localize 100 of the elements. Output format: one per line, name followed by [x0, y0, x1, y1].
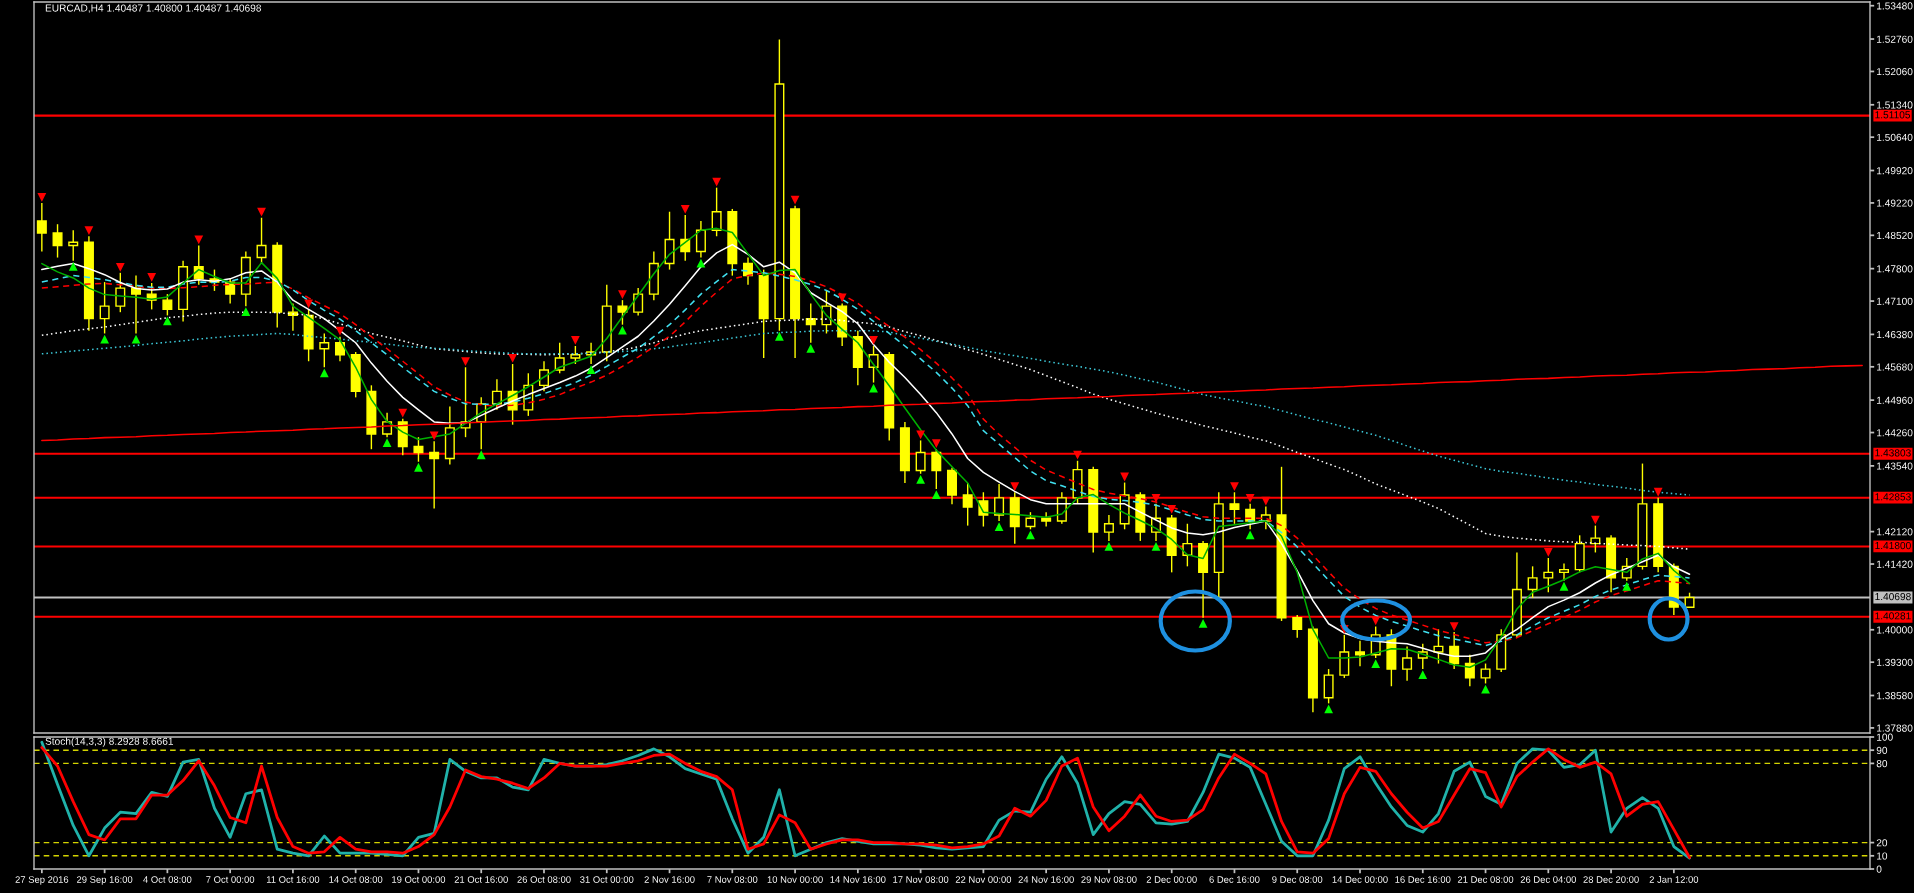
candlestick: [1323, 668, 1334, 705]
x-tick-label: 2 Nov 16:00: [644, 876, 695, 883]
point: [1449, 622, 1459, 631]
x-tick-label: 17 Nov 08:00: [893, 876, 949, 883]
chart-title: EURCAD,H4 1.40487 1.40800 1.40487 1.40698: [45, 4, 262, 13]
candlestick: [491, 378, 502, 411]
candlestick: [130, 274, 142, 335]
point: [115, 262, 125, 272]
candlestick: [1433, 628, 1444, 665]
point: [869, 336, 878, 345]
ref-line-label: 1.40281: [1875, 612, 1911, 620]
y-tick-label: 1.41420: [1877, 560, 1913, 568]
y-tick-label: 1.42120: [1877, 528, 1913, 536]
point: [257, 207, 266, 217]
y-tick-label: 1.52060: [1877, 68, 1913, 76]
point: [1622, 581, 1632, 591]
point: [1167, 505, 1177, 514]
y-tick-label: 0: [1876, 865, 1882, 873]
candlestick: [931, 448, 942, 490]
x-tick-label: 14 Nov 16:00: [830, 876, 886, 883]
y-tick-label: 1.48520: [1877, 231, 1913, 240]
y-tick-label: 1.39300: [1877, 658, 1913, 666]
point: [508, 354, 518, 363]
candlestick: [617, 299, 628, 326]
x-tick-label: 29 Nov 08:00: [1081, 876, 1137, 883]
point: [1559, 581, 1569, 591]
y-tick-label: 90: [1876, 746, 1888, 754]
point: [1120, 472, 1130, 482]
line-series: [41, 329, 1691, 496]
point: [931, 439, 941, 449]
point: [1010, 482, 1020, 492]
point: [1104, 542, 1114, 551]
point: [712, 177, 722, 187]
point: [382, 438, 392, 448]
candlestick: [1402, 645, 1413, 682]
y-tick-label: 1.43540: [1877, 462, 1913, 470]
point: [1073, 450, 1082, 460]
candlestick: [1558, 562, 1570, 582]
point: [147, 273, 157, 282]
ref-line-label: 1.51105: [1875, 111, 1911, 119]
x-tick-label: 14 Dec 00:00: [1332, 876, 1388, 883]
point: [1198, 618, 1208, 628]
y-tick-label: 1.44260: [1877, 429, 1913, 437]
x-tick-label: 26 Dec 04:00: [1520, 876, 1577, 883]
candlestick: [915, 439, 926, 475]
x-tick-label: 9 Dec 08:00: [1272, 876, 1323, 883]
point: [194, 235, 204, 245]
y-tick-label: 1.40000: [1877, 626, 1913, 634]
x-tick-label: 6 Dec 16:00: [1209, 876, 1260, 883]
x-tick-label: 21 Dec 08:00: [1457, 876, 1514, 883]
point: [68, 261, 78, 271]
candlestick: [319, 332, 330, 368]
candlestick: [1041, 511, 1052, 528]
y-tick-label: 1.44960: [1877, 396, 1913, 404]
candlestick: [1229, 491, 1240, 525]
point: [461, 357, 470, 367]
point: [618, 290, 627, 299]
point: [1653, 487, 1663, 497]
x-tick-label: 31 Oct 00:00: [580, 876, 634, 883]
candlestick: [287, 302, 298, 332]
candlestick: [695, 220, 706, 259]
candlestick: [1543, 557, 1554, 593]
point: [586, 365, 596, 374]
y-tick-label: 100: [1877, 733, 1893, 741]
candlestick: [1339, 634, 1350, 679]
point: [162, 316, 172, 326]
ref-line-label: 1.43803: [1875, 449, 1911, 457]
point: [100, 334, 110, 344]
candlestick: [805, 302, 816, 344]
candlestick: [413, 436, 424, 463]
y-tick-label: 1.53480: [1877, 2, 1913, 10]
y-tick-label: 1.52760: [1877, 35, 1913, 43]
y-tick-label: 1.46380: [1877, 330, 1913, 339]
point: [916, 474, 926, 484]
ref-line-label: 1.42853: [1875, 493, 1911, 501]
candlestick: [1103, 514, 1114, 542]
candlestick: [162, 293, 173, 317]
y-tick-label: 1.47100: [1877, 297, 1913, 305]
candlestick: [538, 360, 550, 393]
point: [1230, 482, 1239, 492]
point: [1151, 542, 1161, 551]
candlestick: [36, 202, 47, 253]
point: [774, 331, 784, 341]
candlestick: [115, 272, 126, 313]
x-tick-label: 26 Oct 08:00: [517, 876, 571, 883]
point: [1151, 493, 1161, 503]
candlestick: [1292, 614, 1303, 639]
point: [398, 408, 408, 418]
point: [84, 226, 94, 236]
x-tick-label: 29 Sep 16:00: [77, 876, 133, 885]
point: [335, 326, 345, 336]
point: [837, 293, 847, 303]
y-tick-label: 1.47800: [1877, 265, 1913, 273]
x-tick-label: 22 Nov 00:00: [955, 876, 1012, 883]
point: [931, 490, 941, 499]
candlestick: [1480, 662, 1491, 685]
x-tick-label: 16 Dec 16:00: [1395, 876, 1451, 883]
ref-line-label: 1.40698: [1875, 592, 1911, 601]
point: [618, 325, 627, 335]
candlestick: [554, 342, 565, 374]
